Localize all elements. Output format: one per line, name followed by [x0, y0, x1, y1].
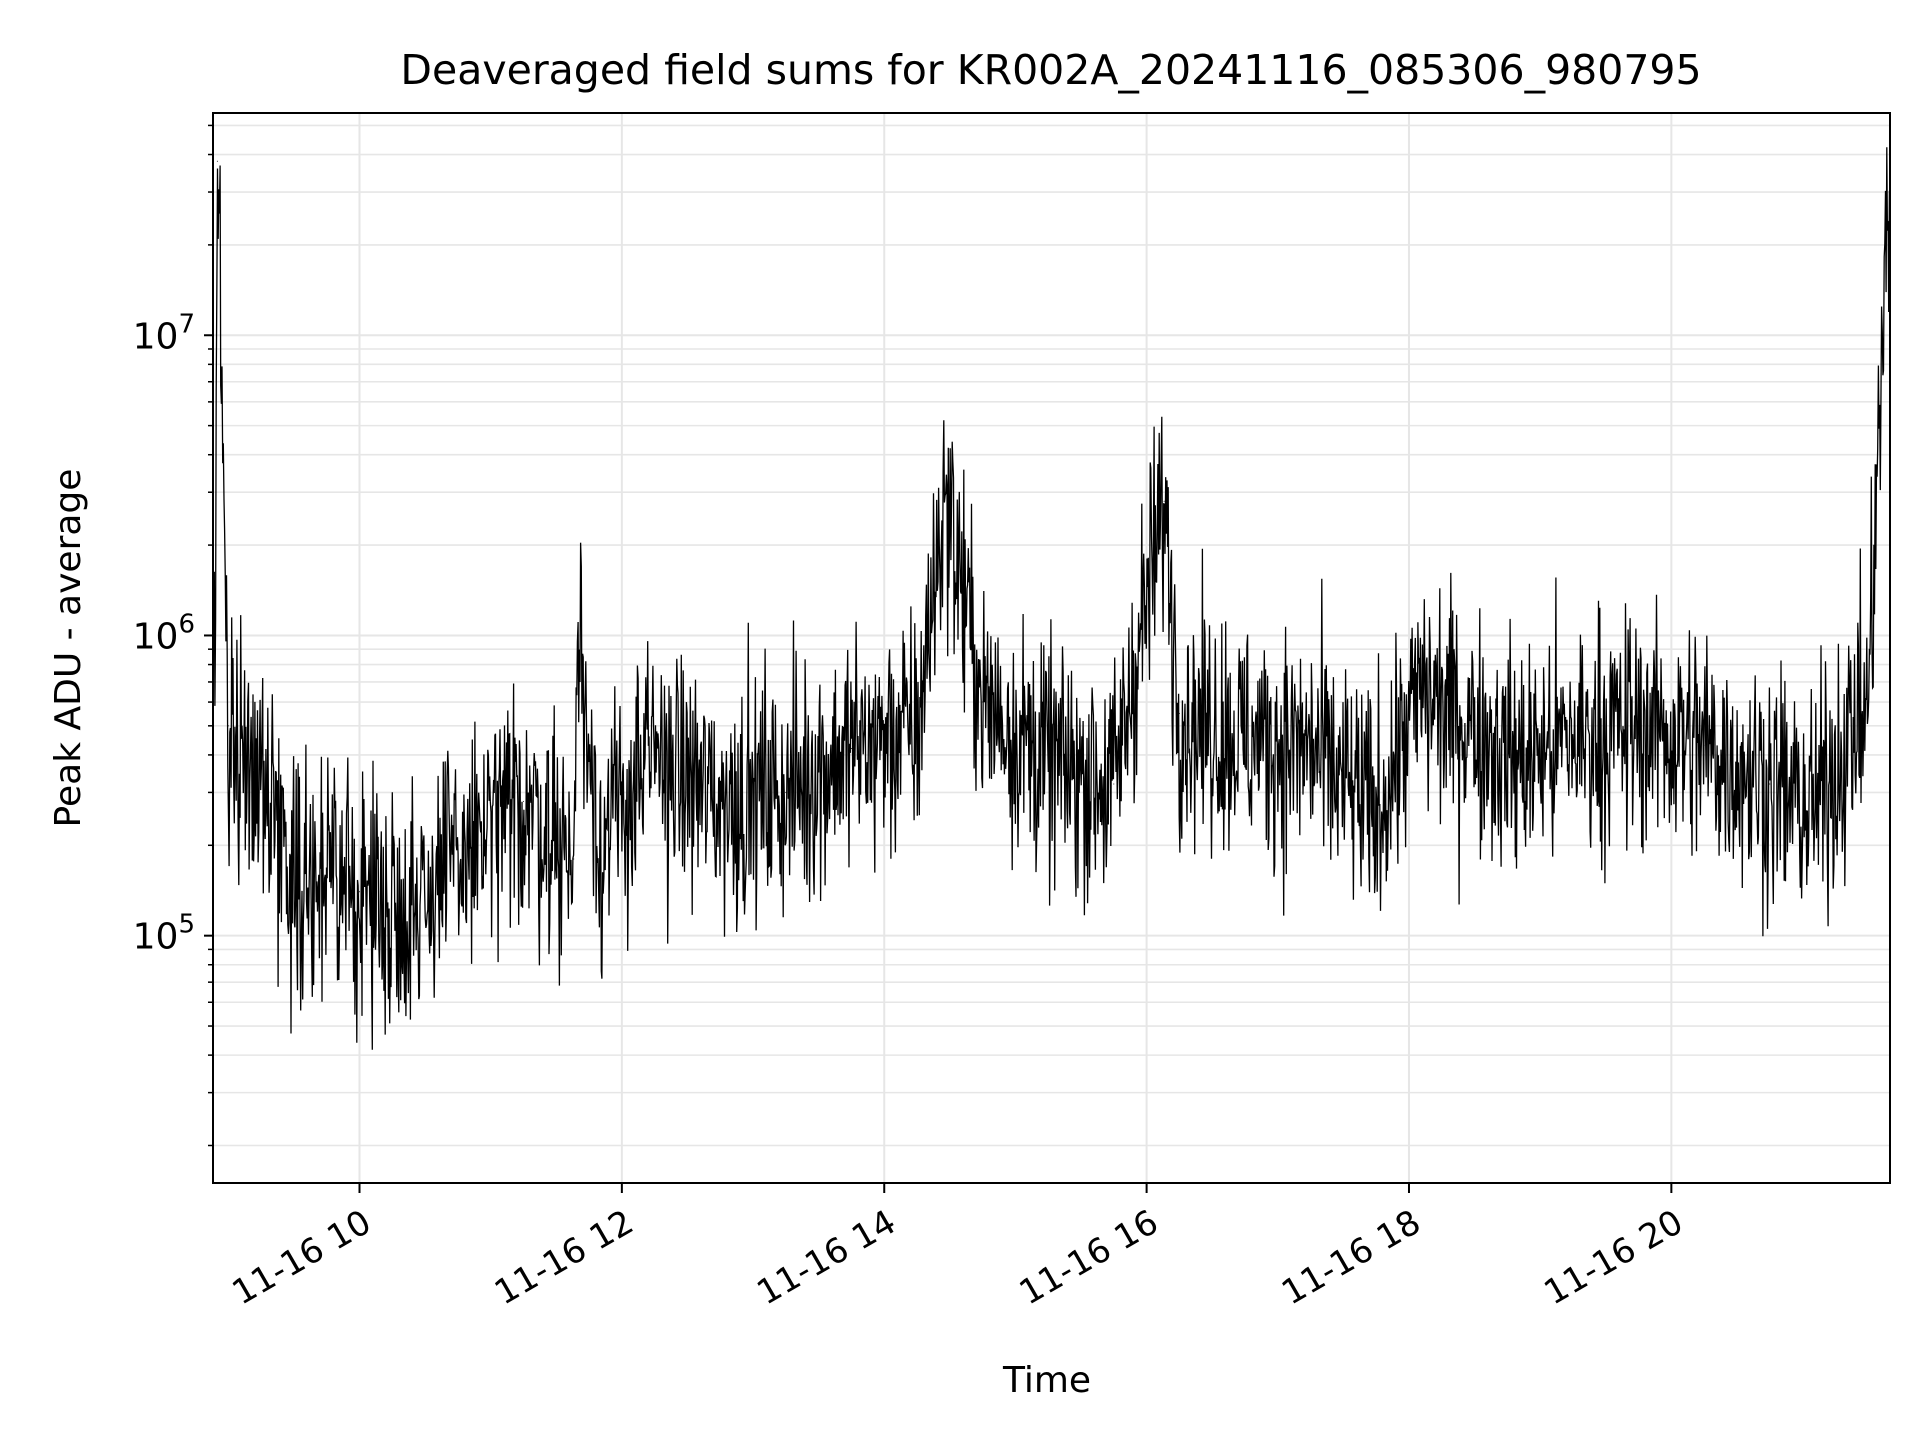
data-point	[1474, 725, 1476, 727]
x-axis-label: Time	[1002, 1360, 1091, 1401]
data-point	[1517, 761, 1519, 763]
plot-frame	[212, 112, 1891, 1184]
series-line	[213, 147, 1890, 1050]
data-point	[944, 491, 946, 493]
y-tick-label: 106	[133, 609, 195, 657]
data-point	[214, 681, 216, 683]
data-point	[358, 891, 360, 893]
data-point	[916, 730, 918, 732]
data-point	[577, 634, 579, 636]
data-point	[1769, 783, 1771, 785]
data-point	[216, 160, 218, 162]
data-point	[785, 791, 787, 793]
data-point	[599, 844, 601, 846]
data-point	[1047, 761, 1049, 763]
series-layer	[213, 147, 1890, 1050]
data-point	[1703, 744, 1705, 746]
data-point	[573, 858, 575, 860]
data-point	[260, 771, 262, 773]
y-tick-label: 105	[133, 910, 195, 958]
data-point	[1572, 739, 1574, 741]
data-point	[1178, 712, 1180, 714]
data-point	[1812, 810, 1814, 812]
y-tick-label: 107	[133, 309, 195, 357]
data-point	[1867, 701, 1869, 703]
data-point	[1310, 748, 1312, 750]
data-point	[719, 800, 721, 802]
data-point	[1244, 739, 1246, 741]
data-point	[1638, 725, 1640, 727]
data-point	[654, 754, 656, 756]
data-point	[850, 748, 852, 750]
data-point	[522, 800, 524, 802]
data-point	[1887, 220, 1889, 222]
y-axis-label: Peak ADU - average	[48, 469, 89, 828]
data-point	[1113, 783, 1115, 785]
data-point	[1163, 500, 1165, 502]
data-point	[1375, 815, 1377, 817]
data-point	[227, 725, 229, 727]
data-point	[293, 873, 295, 875]
data-point	[457, 858, 459, 860]
data-point	[982, 701, 984, 703]
chart-title: Deaveraged field sums for KR002A_2024111…	[400, 46, 1701, 94]
data-point	[402, 911, 404, 913]
data-point	[1419, 691, 1421, 693]
